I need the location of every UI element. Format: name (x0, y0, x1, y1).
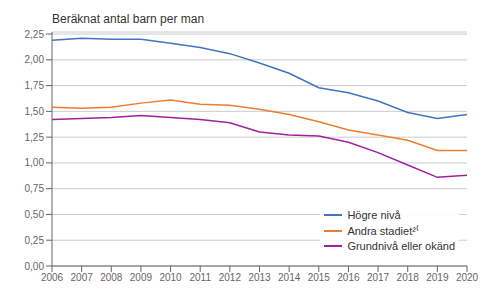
svg-text:2011: 2011 (189, 272, 211, 283)
svg-text:2016: 2016 (337, 272, 360, 283)
html-text:Andra stadiet²⁽: Andra stadiet²⁽ (347, 225, 418, 237)
svg-text:1,00: 1,00 (25, 157, 45, 168)
svg-text:2018: 2018 (397, 272, 420, 283)
svg-text:2017: 2017 (367, 272, 390, 283)
svg-text:2,25: 2,25 (25, 29, 45, 40)
svg-text:2020: 2020 (456, 272, 479, 283)
svg-text:2006: 2006 (41, 272, 64, 283)
svg-text:2012: 2012 (219, 272, 242, 283)
svg-text:2015: 2015 (308, 272, 331, 283)
svg-text:1,25: 1,25 (25, 132, 45, 143)
html-text:Grundnivå eller okänd: Grundnivå eller okänd (347, 240, 455, 252)
html-text:Beräknat antal barn per man: Beräknat antal barn per man (52, 12, 205, 26)
svg-text:2008: 2008 (100, 272, 123, 283)
html-text:Högre nivå: Högre nivå (347, 209, 401, 221)
svg-text:2007: 2007 (71, 272, 94, 283)
svg-text:2010: 2010 (159, 272, 182, 283)
svg-text:0,00: 0,00 (25, 261, 45, 272)
svg-text:2,00: 2,00 (25, 54, 45, 65)
svg-text:0,75: 0,75 (25, 183, 45, 194)
svg-text:2019: 2019 (426, 272, 449, 283)
svg-text:2013: 2013 (248, 272, 271, 283)
svg-text:0,50: 0,50 (25, 209, 45, 220)
svg-text:2014: 2014 (278, 272, 301, 283)
svg-text:2009: 2009 (130, 272, 153, 283)
svg-text:1,50: 1,50 (25, 106, 45, 117)
svg-text:0,25: 0,25 (25, 235, 45, 246)
svg-text:1,75: 1,75 (25, 80, 45, 91)
